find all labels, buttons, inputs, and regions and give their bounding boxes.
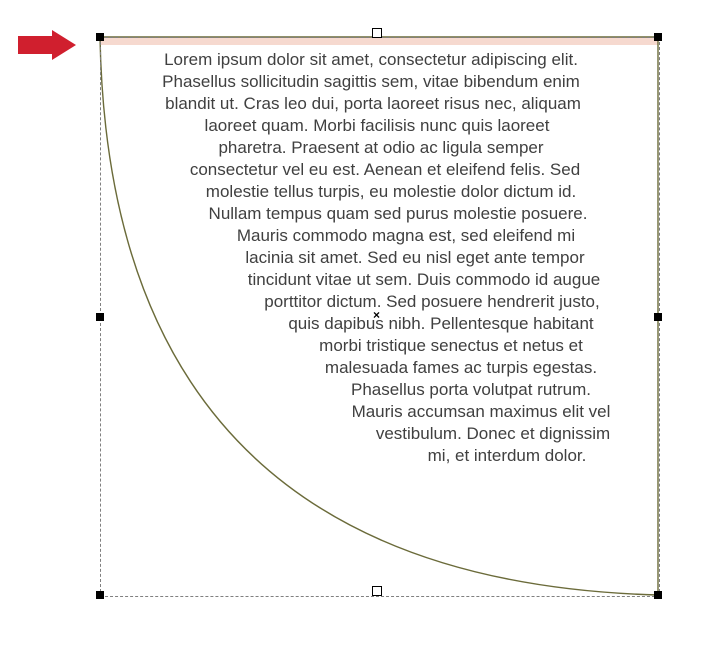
text-line: consectetur vel eu est. Aenean et eleife… [136,159,634,181]
text-line: Phasellus sollicitudin sagittis sem, vit… [108,71,634,93]
text-line: quis dapibus nibh. Pellentesque habitant [248,313,634,335]
text-line: Lorem ipsum dolor sit amet, consectetur … [108,49,634,71]
text-line: laoreet quam. Morbi facilisis nunc quis … [120,115,634,137]
handle-nw[interactable] [96,33,104,41]
text-line: blandit ut. Cras leo dui, porta laoreet … [112,93,634,115]
text-line: Nullam tempus quam sed purus molestie po… [162,203,634,225]
handle-se[interactable] [654,591,662,599]
text-line: pharetra. Praesent at odio ac ligula sem… [128,137,634,159]
text-line: Mauris accumsan maximus elit vel [328,401,634,423]
handle-n[interactable] [372,28,382,38]
handle-s[interactable] [372,586,382,596]
handle-ne[interactable] [654,33,662,41]
text-line: lacinia sit amet. Sed eu nisl eget ante … [196,247,634,269]
text-line: porttitor dictum. Sed posuere hendrerit … [230,291,634,313]
rotation-anchor-icon[interactable]: × [373,308,380,322]
text-line: vestibulum. Donec et dignissim [352,423,634,445]
text-line: molestie tellus turpis, eu molestie dolo… [148,181,634,203]
handle-e[interactable] [654,313,662,321]
handle-sw[interactable] [96,591,104,599]
text-line: Mauris commodo magna est, sed eleifend m… [178,225,634,247]
text-line: Phasellus porta volutpat rutrum. [308,379,634,401]
text-line: malesuada fames ac turpis egestas. [288,357,634,379]
handle-w[interactable] [96,313,104,321]
text-line: mi, et interdum dolor. [380,445,634,467]
text-line: morbi tristique senectus et netus et [268,335,634,357]
text-line: tincidunt vitae ut sem. Duis commodo id … [214,269,634,291]
editor-canvas[interactable]: Lorem ipsum dolor sit amet, consectetur … [0,0,726,648]
